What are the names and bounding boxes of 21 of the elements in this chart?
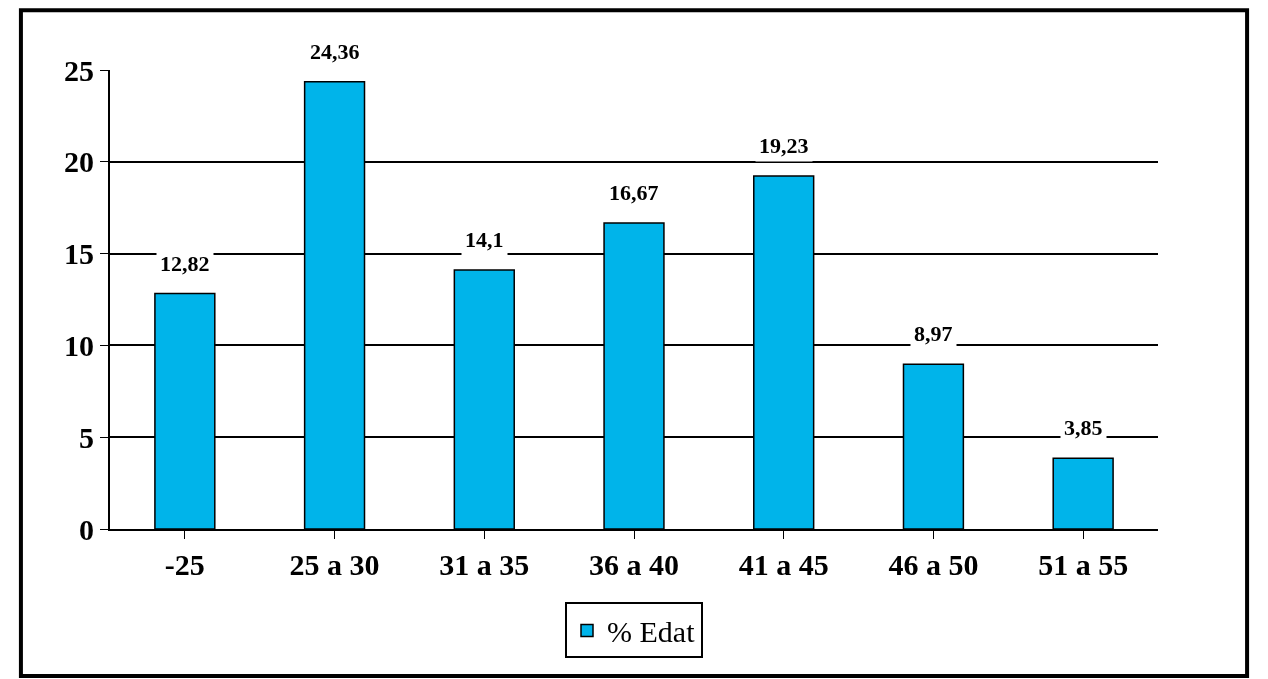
- x-tick-label: 51 a 55: [1038, 548, 1129, 581]
- y-tick-label: 0: [79, 512, 94, 546]
- x-tick-label: 36 a 40: [589, 548, 679, 581]
- y-tick-label: 10: [64, 328, 94, 362]
- data-label: 24,36: [310, 39, 360, 64]
- x-tick-label: -25: [164, 548, 205, 581]
- y-tick-label: 20: [64, 145, 94, 179]
- x-tick-label: 41 a 45: [738, 548, 829, 581]
- x-tick-label: 46 a 50: [888, 548, 979, 581]
- data-label: 3,85: [1064, 415, 1103, 440]
- y-tick-label: 5: [79, 420, 94, 454]
- data-label: 16,67: [609, 180, 659, 205]
- y-tick-label: 15: [64, 237, 94, 271]
- data-label: 14,1: [465, 227, 504, 252]
- x-tick-label: 25 a 30: [289, 548, 380, 581]
- data-label: 19,23: [759, 133, 809, 158]
- x-tick-label: 31 a 35: [439, 548, 530, 581]
- legend-label: % Edat: [607, 615, 696, 649]
- data-label: 8,97: [914, 321, 953, 346]
- y-tick-label: 25: [64, 53, 94, 87]
- data-label: 12,82: [160, 251, 210, 276]
